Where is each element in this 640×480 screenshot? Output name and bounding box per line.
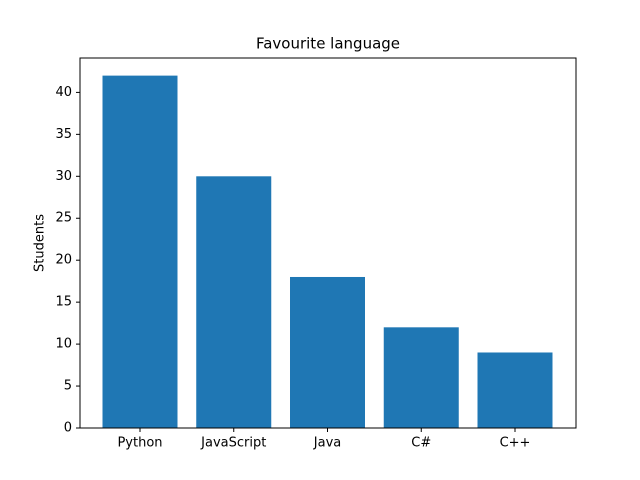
chart-title: Favourite language [256,35,400,53]
bar [477,352,553,428]
bar [290,276,365,428]
y-tick-label: 0 [64,421,72,436]
y-tick-label: 25 [55,211,72,226]
x-tick-label: C# [411,436,431,451]
bar [102,75,178,428]
bar [383,327,459,428]
x-tick-label: JavaScript [200,436,266,451]
x-tick-label: Java [313,436,341,451]
y-tick-label: 20 [55,253,72,268]
y-tick-label: 5 [64,379,72,394]
plot-frame [79,57,577,429]
x-tick-label: Python [117,436,162,451]
y-tick-label: 40 [55,85,72,100]
y-tick-label: 10 [55,337,72,352]
y-tick-label: 15 [55,295,72,310]
y-tick-label: 35 [55,127,72,142]
x-tick-label: C++ [500,436,531,451]
y-axis-label: Students [33,214,48,272]
bar [196,176,272,428]
y-tick-label: 30 [55,169,72,184]
